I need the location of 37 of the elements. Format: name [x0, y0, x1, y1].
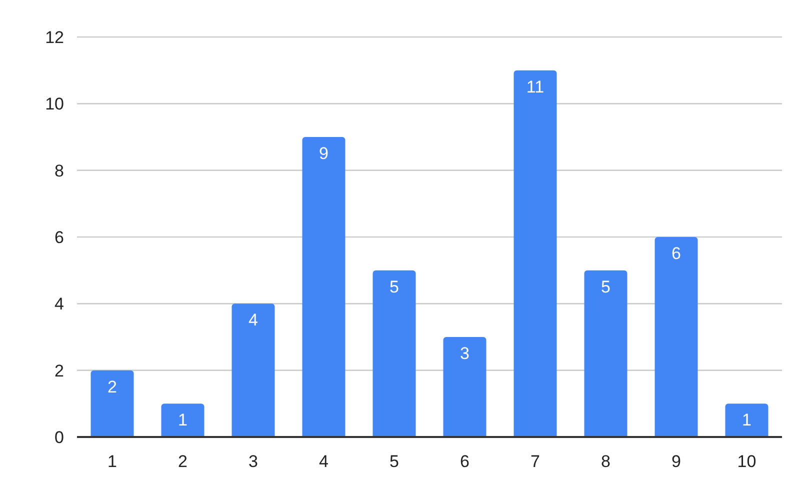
data-label: 3 — [460, 344, 470, 364]
x-tick-label: 8 — [601, 452, 610, 472]
data-label: 1 — [178, 410, 188, 430]
y-tick-label: 10 — [45, 94, 64, 114]
bar — [584, 270, 628, 437]
data-label: 2 — [108, 377, 117, 396]
y-tick-label: 6 — [54, 228, 64, 248]
x-tick-label: 5 — [390, 452, 399, 472]
data-label: 6 — [672, 244, 681, 264]
x-tick-label: 3 — [248, 452, 258, 472]
x-tick-label: 2 — [178, 452, 188, 472]
bar — [725, 404, 768, 437]
bar — [302, 137, 346, 437]
data-label: 4 — [248, 310, 258, 330]
x-tick-label: 10 — [737, 452, 756, 472]
data-label: 5 — [601, 277, 610, 296]
x-tick-label: 6 — [460, 452, 470, 472]
data-label: 9 — [319, 144, 328, 164]
x-tick-label: 1 — [108, 452, 117, 472]
bar — [443, 337, 486, 437]
bar — [514, 70, 557, 437]
x-tick-label: 9 — [672, 452, 681, 472]
data-label: 1 — [742, 410, 752, 430]
bar — [232, 304, 275, 437]
data-label: 11 — [526, 77, 544, 96]
y-tick-label: 12 — [45, 28, 64, 48]
bar — [654, 237, 698, 437]
bar — [372, 270, 416, 437]
y-tick-label: 4 — [54, 294, 64, 314]
x-tick-label: 7 — [530, 452, 540, 472]
x-tick-label: 4 — [319, 452, 328, 472]
data-label: 5 — [390, 277, 399, 296]
y-tick-label: 2 — [54, 361, 64, 380]
y-tick-label: 0 — [54, 428, 64, 448]
bar — [161, 404, 204, 437]
bar — [90, 370, 134, 437]
y-tick-label: 8 — [54, 161, 64, 180]
